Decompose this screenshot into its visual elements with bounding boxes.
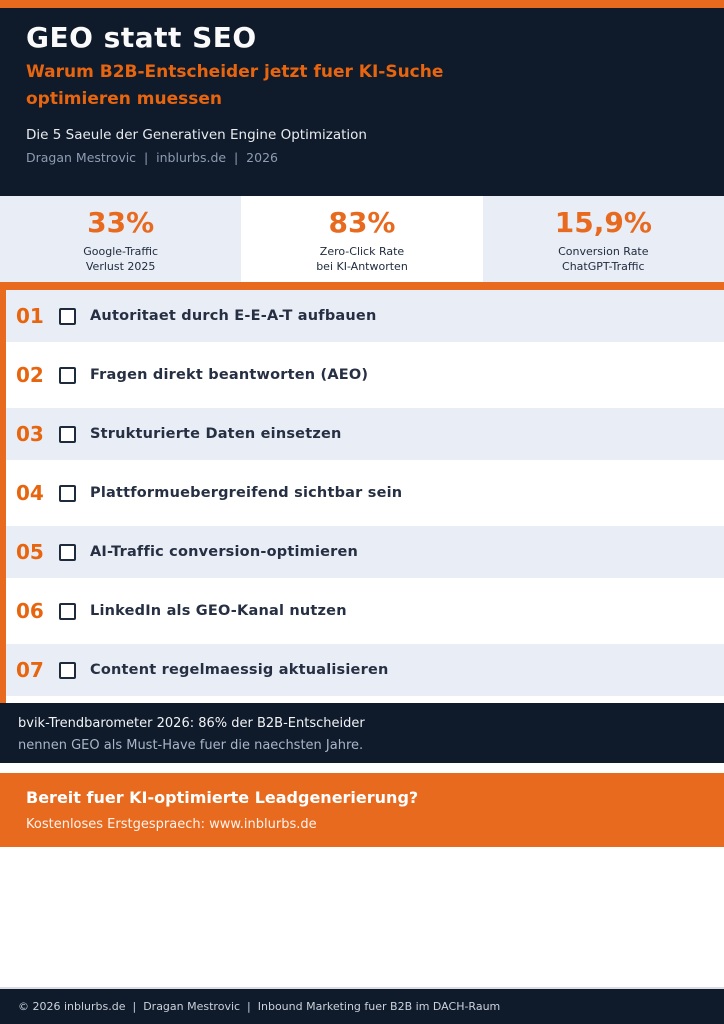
checklist-item-number: 05 (16, 540, 44, 564)
stat-label: Google-Traffic Verlust 2025 (83, 245, 159, 273)
footer-bar: © 2026 inblurbs.de | Dragan Mestrovic | … (0, 987, 724, 1024)
stat-card-conversion-rate: 15,9% Conversion Rate ChatGPT-Traffic (482, 196, 724, 282)
cta-bar: Bereit fuer KI-optimierte Leadgenerierun… (0, 773, 724, 847)
checkbox-item-02[interactable] (59, 366, 76, 384)
checklist-row: 05 AI-Traffic conversion-optimieren (6, 526, 724, 578)
stat-label: Conversion Rate ChatGPT-Traffic (558, 245, 649, 273)
stat-label: Zero-Click Rate bei KI-Antworten (316, 245, 408, 273)
checklist-row: 07 Content regelmaessig aktualisieren (6, 644, 724, 696)
checklist: 01 Autoritaet durch E-E-A-T aufbauen 02 … (0, 282, 724, 703)
checklist-row: 01 Autoritaet durch E-E-A-T aufbauen (6, 290, 724, 342)
checklist-item-label: Plattformuebergreifend sichtbar sein (90, 485, 403, 501)
header: GEO statt SEO Warum B2B-Entscheider jetz… (0, 8, 724, 196)
footer-text: © 2026 inblurbs.de | Dragan Mestrovic | … (18, 1000, 501, 1013)
stat-value: 33% (87, 206, 155, 239)
stat-card-zero-click: 83% Zero-Click Rate bei KI-Antworten (241, 196, 483, 282)
checklist-item-label: Strukturierte Daten einsetzen (90, 426, 342, 442)
checklist-item-number: 06 (16, 599, 44, 623)
cta-title: Bereit fuer KI-optimierte Leadgenerierun… (26, 788, 419, 807)
checklist-item-number: 01 (16, 304, 44, 328)
checklist-item-label: Content regelmaessig aktualisieren (90, 662, 389, 678)
page-title: GEO statt SEO (26, 21, 257, 54)
checklist-item-number: 03 (16, 422, 44, 446)
header-tagline: Die 5 Saeule der Generativen Engine Opti… (26, 127, 367, 143)
trend-note-line2: nennen GEO als Must-Have fuer die naechs… (18, 738, 364, 753)
checklist-item-label: LinkedIn als GEO-Kanal nutzen (90, 603, 347, 619)
top-accent-bar (0, 0, 724, 8)
trend-note-bar: bvik-Trendbarometer 2026: 86% der B2B-En… (0, 703, 724, 763)
checkbox-item-03[interactable] (59, 425, 76, 443)
bottom-whitespace (0, 847, 724, 987)
checklist-item-number: 02 (16, 363, 44, 387)
checklist-row: 03 Strukturierte Daten einsetzen (6, 408, 724, 460)
checkbox-item-04[interactable] (59, 484, 76, 502)
checkbox-item-07[interactable] (59, 661, 76, 679)
checklist-row: 06 LinkedIn als GEO-Kanal nutzen (6, 585, 724, 637)
checkbox-item-06[interactable] (59, 602, 76, 620)
checklist-row: 02 Fragen direkt beantworten (AEO) (6, 349, 724, 401)
stat-value: 83% (328, 206, 396, 239)
checkbox-item-01[interactable] (59, 307, 76, 325)
checklist-item-number: 07 (16, 658, 44, 682)
cta-subtitle[interactable]: Kostenloses Erstgespraech: www.inblurbs.… (26, 817, 317, 832)
trend-note-line1: bvik-Trendbarometer 2026: 86% der B2B-En… (18, 716, 365, 731)
stat-value: 15,9% (554, 206, 652, 239)
header-byline: Dragan Mestrovic | inblurbs.de | 2026 (26, 150, 278, 165)
checkbox-item-05[interactable] (59, 543, 76, 561)
stat-card-google-traffic: 33% Google-Traffic Verlust 2025 (0, 196, 242, 282)
checklist-item-number: 04 (16, 481, 44, 505)
stats-row: 33% Google-Traffic Verlust 2025 83% Zero… (0, 196, 724, 282)
checklist-row: 04 Plattformuebergreifend sichtbar sein (6, 467, 724, 519)
page-subtitle: Warum B2B-Entscheider jetzt fuer KI-Such… (26, 62, 444, 109)
checklist-item-label: Autoritaet durch E-E-A-T aufbauen (90, 308, 377, 324)
checklist-item-label: AI-Traffic conversion-optimieren (90, 544, 359, 560)
checklist-item-label: Fragen direkt beantworten (AEO) (90, 367, 369, 383)
